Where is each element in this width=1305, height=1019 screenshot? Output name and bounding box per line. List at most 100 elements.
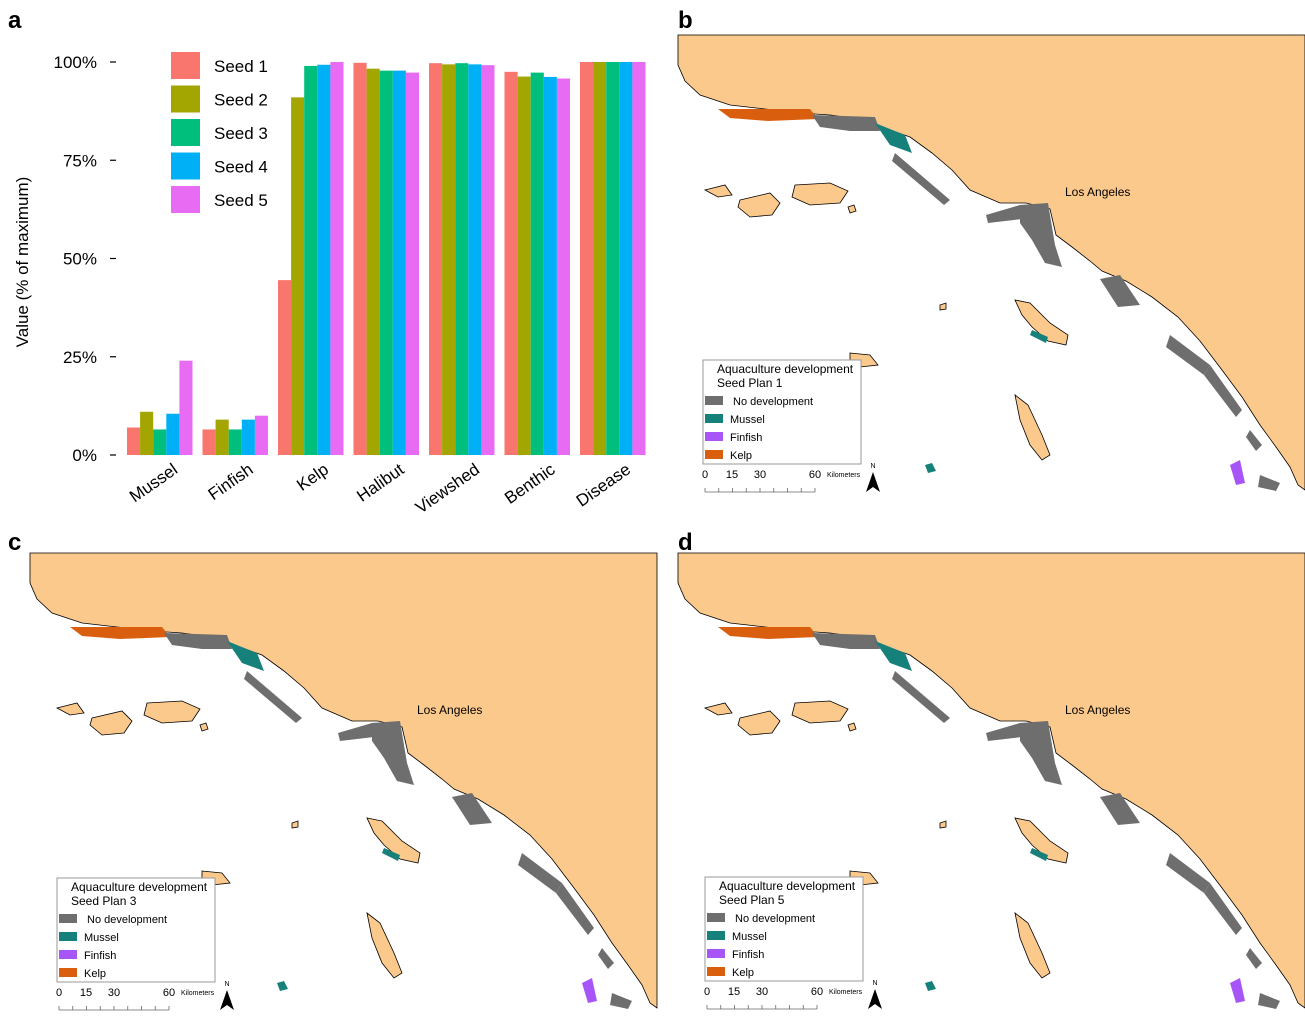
map-legend-label: Finfish: [730, 432, 762, 444]
map-legend-swatch: [705, 432, 723, 441]
north-label: N: [872, 980, 877, 987]
bar: [468, 64, 482, 455]
panel-b-map: b Los Angeles Aquaculture developmentSee…: [677, 7, 1305, 493]
bar: [556, 78, 570, 456]
category-label: Mussel: [126, 460, 181, 506]
panel-c-map: c Los Angeles Aquaculture developmentSee…: [8, 529, 658, 1011]
y-tick-label: 25%: [63, 348, 97, 367]
map-legend-label: Mussel: [732, 931, 767, 943]
scale-tick-label: 30: [756, 986, 768, 998]
bar: [392, 70, 406, 456]
bar: [580, 62, 594, 455]
panel-letter-b: b: [678, 7, 693, 34]
bar: [127, 427, 141, 455]
map-legend-swatch: [59, 968, 77, 977]
map-legend-label: No development: [735, 913, 815, 925]
y-tick-label: 75%: [63, 151, 97, 170]
bar: [228, 429, 242, 455]
map-legend-label: Kelp: [730, 450, 752, 462]
north-arrow-icon: N: [220, 981, 234, 1010]
scale-unit: Kilometers: [181, 990, 215, 997]
scale-tick-label: 15: [726, 469, 738, 481]
bar: [202, 429, 216, 455]
category-label: Finfish: [205, 460, 257, 504]
scale-tick-label: 60: [811, 986, 823, 998]
legend-label: Seed 2: [214, 91, 268, 110]
map-legend-title: Aquaculture development: [717, 362, 854, 376]
scale-tick-label: 30: [108, 987, 120, 999]
bar: [619, 62, 633, 455]
legend-swatch: [171, 85, 200, 113]
bar: [166, 413, 180, 455]
map-legend-box: [56, 877, 216, 983]
scale-tick-label: 0: [56, 987, 62, 999]
panel-letter-d: d: [678, 529, 693, 556]
scale-unit: Kilometers: [827, 472, 861, 479]
map-legend-plan: Seed Plan 3: [71, 894, 137, 908]
map-legend-swatch: [705, 396, 723, 405]
map-legend-swatch: [705, 414, 723, 423]
bar: [517, 76, 531, 455]
scale-bar: 0 15 30 60 Kilometers N: [702, 463, 880, 493]
category-label: Kelp: [293, 460, 332, 495]
scale-tick-label: 60: [809, 469, 821, 481]
scale-tick-label: 30: [754, 469, 766, 481]
map-legend-swatch: [707, 931, 725, 940]
bars: [127, 62, 646, 456]
bar: [153, 429, 167, 455]
bar: [405, 72, 419, 456]
city-label-b: Los Angeles: [1065, 185, 1130, 199]
map-legend-plan: Seed Plan 5: [719, 893, 785, 907]
scale-tick-label: 60: [163, 987, 175, 999]
bar: [530, 72, 544, 456]
bar: [593, 62, 607, 455]
map-legend-label: Kelp: [84, 968, 106, 980]
north-arrow-shape: [220, 990, 234, 1010]
bar: [632, 62, 646, 455]
map-legend-box: [704, 876, 864, 982]
legend-label: Seed 1: [214, 57, 268, 76]
panel-letter-c: c: [8, 529, 21, 556]
scale-bar: 0 15 30 60 Kilometers N: [56, 981, 234, 1011]
panel-d-map: d Los Angeles Aquaculture developmentSee…: [677, 529, 1305, 1010]
legend-swatch: [171, 52, 200, 79]
bar: [481, 65, 495, 456]
map-legend-label: Finfish: [84, 950, 116, 962]
map-legend-swatch: [705, 450, 723, 459]
map-legend-label: Mussel: [730, 414, 765, 426]
map-legend-label: Finfish: [732, 949, 764, 961]
y-axis-label: Value (% of maximum): [13, 177, 32, 348]
scale-tick-label: 0: [702, 469, 708, 481]
legend-swatch: [171, 152, 200, 180]
y-axis: 0% 25% 50% 75% 100%: [54, 53, 116, 465]
map-legend-label: No development: [733, 396, 813, 408]
bar: [442, 64, 456, 455]
scale-tick-label: 0: [704, 986, 710, 998]
chart-legend: Seed 1 Seed 2 Seed 3 Seed 4 Seed 5: [171, 52, 268, 213]
bar: [254, 415, 268, 455]
map-legend-swatch: [59, 914, 77, 923]
bar: [140, 411, 154, 455]
legend-label: Seed 5: [214, 191, 268, 210]
bar: [379, 70, 393, 456]
map-legend-label: Kelp: [732, 967, 754, 979]
y-tick-label: 100%: [54, 53, 97, 72]
scale-unit: Kilometers: [829, 989, 863, 996]
bar: [291, 97, 305, 456]
north-arrow-icon: N: [868, 980, 882, 1009]
bar: [304, 65, 318, 456]
scale-tick-label: 15: [80, 987, 92, 999]
bar: [241, 419, 255, 455]
north-label: N: [224, 981, 229, 988]
bar: [366, 68, 380, 455]
bar: [543, 76, 557, 456]
bar: [330, 62, 344, 455]
legend-swatch: [171, 186, 200, 213]
category-label: Viewshed: [412, 460, 483, 518]
map-legend-swatch: [707, 967, 725, 976]
category-label: Disease: [573, 460, 634, 511]
map-legend-label: Mussel: [84, 932, 119, 944]
